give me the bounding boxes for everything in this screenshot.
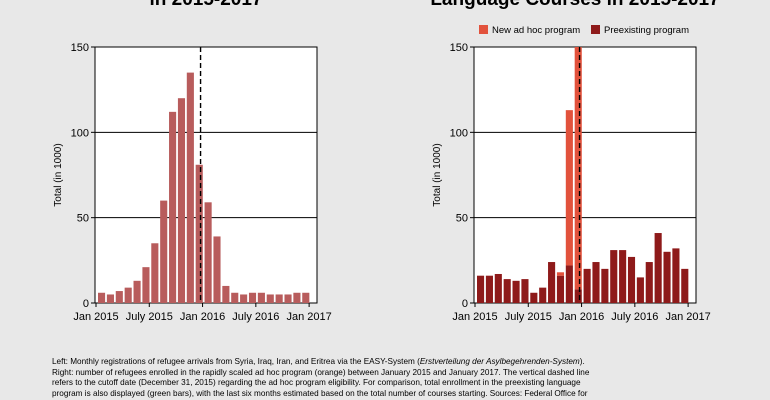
bar-preexisting-14: [601, 268, 609, 303]
chart-right: 0 50 100 150 Jan 2015 July 2015 Jan 2016 July 2…: [432, 25, 711, 323]
bar-arrivals-12: [204, 202, 212, 303]
ytick-label-right-2: 100: [450, 127, 468, 139]
bar-preexisting-7: [539, 287, 547, 303]
legend: New ad hoc program Preexisting program: [479, 25, 689, 36]
xtick-label-right-2: Jan 2016: [559, 311, 604, 323]
bar-adhoc-10: [565, 110, 573, 266]
bar-arrivals-15: [231, 292, 239, 303]
xtick-label-left-0: Jan 2015: [73, 311, 118, 323]
caption-line-2: Right: number of refugees enrolled in th…: [52, 367, 590, 377]
bar-arrivals-17: [248, 292, 257, 303]
caption-line-1-em: Erstverteilung der Asylbegehrenden-Syste…: [419, 357, 580, 366]
bar-preexisting-23: [681, 268, 689, 303]
plot-frame-right: [473, 46, 697, 304]
bar-preexisting-15: [610, 250, 618, 303]
bar-preexisting-21: [663, 251, 671, 303]
bar-preexisting-0: [477, 275, 485, 303]
legend-label-preexisting: Preexisting program: [604, 25, 689, 36]
bar-preexisting-4: [512, 280, 520, 303]
bar-preexisting-6: [530, 292, 538, 303]
bar-arrivals-10: [186, 72, 194, 303]
bar-arrivals-14: [222, 285, 230, 303]
ytick-label-left-1: 50: [77, 213, 89, 225]
bar-preexisting-16: [619, 250, 627, 303]
y-axis-title-left: Total (in 1000): [53, 143, 64, 206]
ytick-label-right-0: 0: [462, 298, 468, 310]
xtick-label-left-4: Jan 2017: [286, 311, 331, 323]
charts-canvas: 0 50 100 150 Jan 2015 July 2015 Jan 2016 July 2…: [53, 25, 711, 323]
bar-preexisting-11: [574, 289, 582, 303]
bar-arrivals-8: [169, 111, 177, 303]
bar-preexisting-22: [672, 248, 680, 303]
xtick-label-left-2: Jan 2016: [180, 311, 225, 323]
bar-preexisting-17: [627, 256, 636, 303]
bar-arrivals-18: [257, 292, 265, 303]
bar-arrivals-6: [151, 243, 159, 303]
ytick-label-right-1: 50: [456, 213, 468, 225]
caption-line-1b: ).: [579, 357, 585, 366]
bar-preexisting-1: [485, 275, 493, 303]
bar-arrivals-4: [133, 280, 141, 303]
bar-arrivals-20: [275, 294, 283, 303]
bar-adhoc-9: [556, 272, 565, 276]
ytick-label-left-2: 100: [71, 127, 89, 139]
bar-arrivals-0: [98, 292, 106, 303]
bar-preexisting-5: [521, 279, 529, 303]
caption-line-3: refers to the cutoff date (December 31, …: [52, 378, 581, 388]
bar-arrivals-5: [142, 267, 150, 303]
bar-adhoc-11: [574, 47, 582, 290]
bar-arrivals-11: [195, 164, 203, 303]
chart-left: 0 50 100 150 Jan 2015 July 2015 Jan 2016 July 2…: [53, 42, 332, 323]
chart-title-left: in 2015-2017: [95, 0, 317, 11]
xtick-label-left-1: July 2015: [126, 311, 173, 323]
bar-preexisting-20: [654, 233, 662, 303]
chart-title-right: Language Courses in 2015-2017: [400, 0, 750, 11]
bar-arrivals-3: [124, 287, 132, 303]
caption-line-4: program is also displayed (green bars), …: [52, 388, 588, 398]
bar-preexisting-12: [583, 268, 591, 303]
caption-line-1: Left: Monthly registrations of refugee a…: [52, 357, 712, 368]
bar-arrivals-1: [106, 294, 114, 303]
ytick-label-right-3: 150: [450, 42, 468, 54]
ytick-label-left-0: 0: [83, 298, 89, 310]
bar-arrivals-23: [302, 292, 310, 303]
bar-preexisting-8: [548, 262, 556, 303]
bar-preexisting-10: [565, 265, 573, 303]
legend-swatch-preexisting: [591, 25, 600, 34]
bar-preexisting-9: [556, 275, 565, 303]
bar-preexisting-18: [636, 277, 644, 303]
bar-preexisting-19: [645, 262, 653, 303]
y-axis-title-right: Total (in 1000): [432, 143, 443, 206]
legend-label-adhoc: New ad hoc program: [492, 25, 580, 36]
ytick-label-left-3: 150: [71, 42, 89, 54]
xtick-label-right-3: July 2016: [611, 311, 658, 323]
bar-arrivals-2: [115, 291, 123, 303]
xtick-label-right-1: July 2015: [505, 311, 552, 323]
bar-arrivals-13: [213, 236, 221, 303]
bar-arrivals-9: [177, 98, 186, 303]
xtick-label-left-3: July 2016: [232, 311, 279, 323]
caption-line-1a: Left: Monthly registrations of refugee a…: [52, 357, 420, 366]
bar-preexisting-3: [503, 279, 511, 303]
bar-arrivals-16: [240, 294, 248, 303]
legend-swatch-adhoc: [479, 25, 488, 34]
figure-caption: Left: Monthly registrations of refugee a…: [52, 357, 712, 399]
bar-arrivals-21: [284, 294, 292, 303]
bar-arrivals-22: [293, 292, 301, 303]
xtick-label-right-0: Jan 2015: [452, 311, 497, 323]
bar-preexisting-2: [494, 273, 502, 303]
bar-preexisting-13: [592, 262, 600, 303]
bar-arrivals-7: [160, 200, 168, 303]
xtick-label-right-4: Jan 2017: [665, 311, 710, 323]
bar-arrivals-19: [266, 294, 274, 303]
